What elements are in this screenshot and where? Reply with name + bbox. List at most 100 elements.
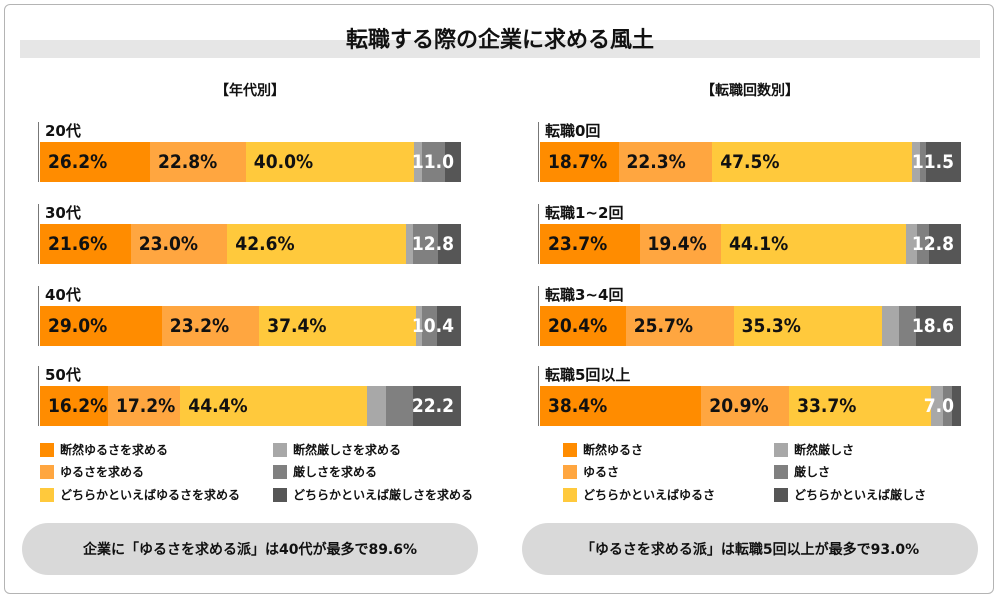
row-bracket: [38, 204, 39, 264]
row-bracket: [538, 204, 539, 264]
summary-pill-age: 企業に「ゆるさを求める派」は40代が最多で89.6%: [22, 523, 478, 575]
data-label: 22.8%: [158, 151, 218, 173]
legend-swatch: [40, 487, 54, 502]
legend-label: どちらかといえばゆるさ: [583, 488, 716, 502]
bar-segment: [906, 224, 918, 264]
legend-label: どちらかといえば厳しさ: [794, 488, 927, 502]
bar-segment: [40, 224, 132, 264]
data-label: 11.5: [911, 151, 954, 173]
bar-segment: [227, 224, 407, 264]
bar-segment: [929, 224, 961, 264]
data-label: 11.0: [411, 151, 454, 173]
bar-segment: [540, 224, 641, 264]
section-title-age: 【年代別】: [215, 83, 285, 99]
legend-swatch: [774, 442, 788, 457]
row-label: 20代: [45, 122, 81, 140]
data-label: 23.7%: [548, 233, 608, 255]
bar-segment: [436, 306, 461, 346]
bar-segment: [180, 386, 368, 426]
legend-item: ゆるさを求める: [40, 463, 144, 480]
data-label: 7.0: [923, 395, 954, 417]
data-label: 22.2: [411, 395, 454, 417]
bar-segment: [930, 386, 944, 426]
bar-segment: [416, 306, 423, 346]
bar-segment: [161, 306, 260, 346]
data-label: 22.3%: [626, 151, 686, 173]
bar-segment: [916, 224, 930, 264]
legend-item: どちらかといえばゆるさ: [563, 486, 715, 503]
bar-segment: [245, 142, 415, 182]
bar-segment: [40, 142, 151, 182]
bar-segment: [721, 224, 907, 264]
legend-item: 厳しさを求める: [273, 463, 377, 480]
row-label: 50代: [45, 366, 81, 384]
bar-segment: [422, 306, 438, 346]
data-label: 18.6: [911, 315, 954, 337]
legend-swatch: [273, 464, 287, 479]
row-label: 転職3~4回: [545, 286, 624, 304]
legend-swatch: [40, 442, 54, 457]
legend-item: ゆるさ: [563, 463, 619, 480]
data-label: 44.1%: [729, 233, 789, 255]
bar-segment: [366, 386, 387, 426]
row-bracket: [538, 122, 539, 182]
row-bracket: [38, 286, 39, 346]
data-label: 33.7%: [797, 395, 857, 417]
bar-segment: [915, 306, 961, 346]
bar-segment: [540, 142, 620, 182]
bar-segment: [639, 224, 722, 264]
legend-label: どちらかといえば厳しさを求める: [293, 488, 474, 502]
bar-segment: [951, 386, 961, 426]
legend-swatch: [40, 464, 54, 479]
bar-segment: [943, 386, 953, 426]
row-label: 40代: [45, 286, 81, 304]
bar-segment: [733, 306, 883, 346]
bar-segment: [789, 386, 932, 426]
bar-segment: [881, 306, 900, 346]
legend-swatch: [563, 464, 577, 479]
data-label: 26.2%: [48, 151, 108, 173]
legend-swatch: [563, 487, 577, 502]
data-label: 12.8: [911, 233, 954, 255]
row-bracket: [538, 286, 539, 346]
data-label: 17.2%: [116, 395, 176, 417]
bar-segment: [130, 224, 228, 264]
bar-segment: [438, 224, 461, 264]
legend-label: 断然厳しさ: [794, 443, 855, 457]
bar-segment: [898, 306, 917, 346]
legend-item: 断然ゆるさを求める: [40, 441, 168, 458]
data-label: 47.5%: [720, 151, 780, 173]
bar-segment: [150, 142, 247, 182]
data-label: 37.4%: [267, 315, 327, 337]
row-label: 転職1~2回: [545, 204, 624, 222]
row-bracket: [38, 122, 39, 182]
data-label: 25.7%: [633, 315, 693, 337]
section-title-job: 【転職回数別】: [701, 83, 799, 99]
legend-swatch: [563, 442, 577, 457]
legend-item: どちらかといえばゆるさを求める: [40, 486, 240, 503]
legend-item: どちらかといえば厳しさ: [774, 486, 926, 503]
row-label: 転職5回以上: [545, 366, 631, 384]
data-label: 18.7%: [548, 151, 608, 173]
data-label: 12.8: [411, 233, 454, 255]
legend-label: 厳しさを求める: [293, 465, 378, 479]
legend-swatch: [273, 442, 287, 457]
bar-segment: [911, 142, 921, 182]
bar-segment: [445, 142, 461, 182]
bar-segment: [920, 142, 927, 182]
bar-segment: [385, 386, 414, 426]
bar-segment: [108, 386, 181, 426]
data-label: 16.2%: [48, 395, 108, 417]
row-label: 転職0回: [545, 122, 601, 140]
legend-swatch: [774, 464, 788, 479]
legend-item: 断然厳しさ: [774, 441, 854, 458]
summary-text-age: 企業に「ゆるさを求める派」は40代が最多で89.6%: [82, 542, 418, 558]
bar-segment: [540, 306, 627, 346]
bar-segment: [926, 142, 961, 182]
legend-label: 厳しさ: [794, 465, 831, 479]
bar-segment: [712, 142, 913, 182]
bar-segment: [540, 386, 702, 426]
data-label: 35.3%: [741, 315, 801, 337]
title-band: [20, 40, 980, 58]
data-label: 38.4%: [548, 395, 608, 417]
